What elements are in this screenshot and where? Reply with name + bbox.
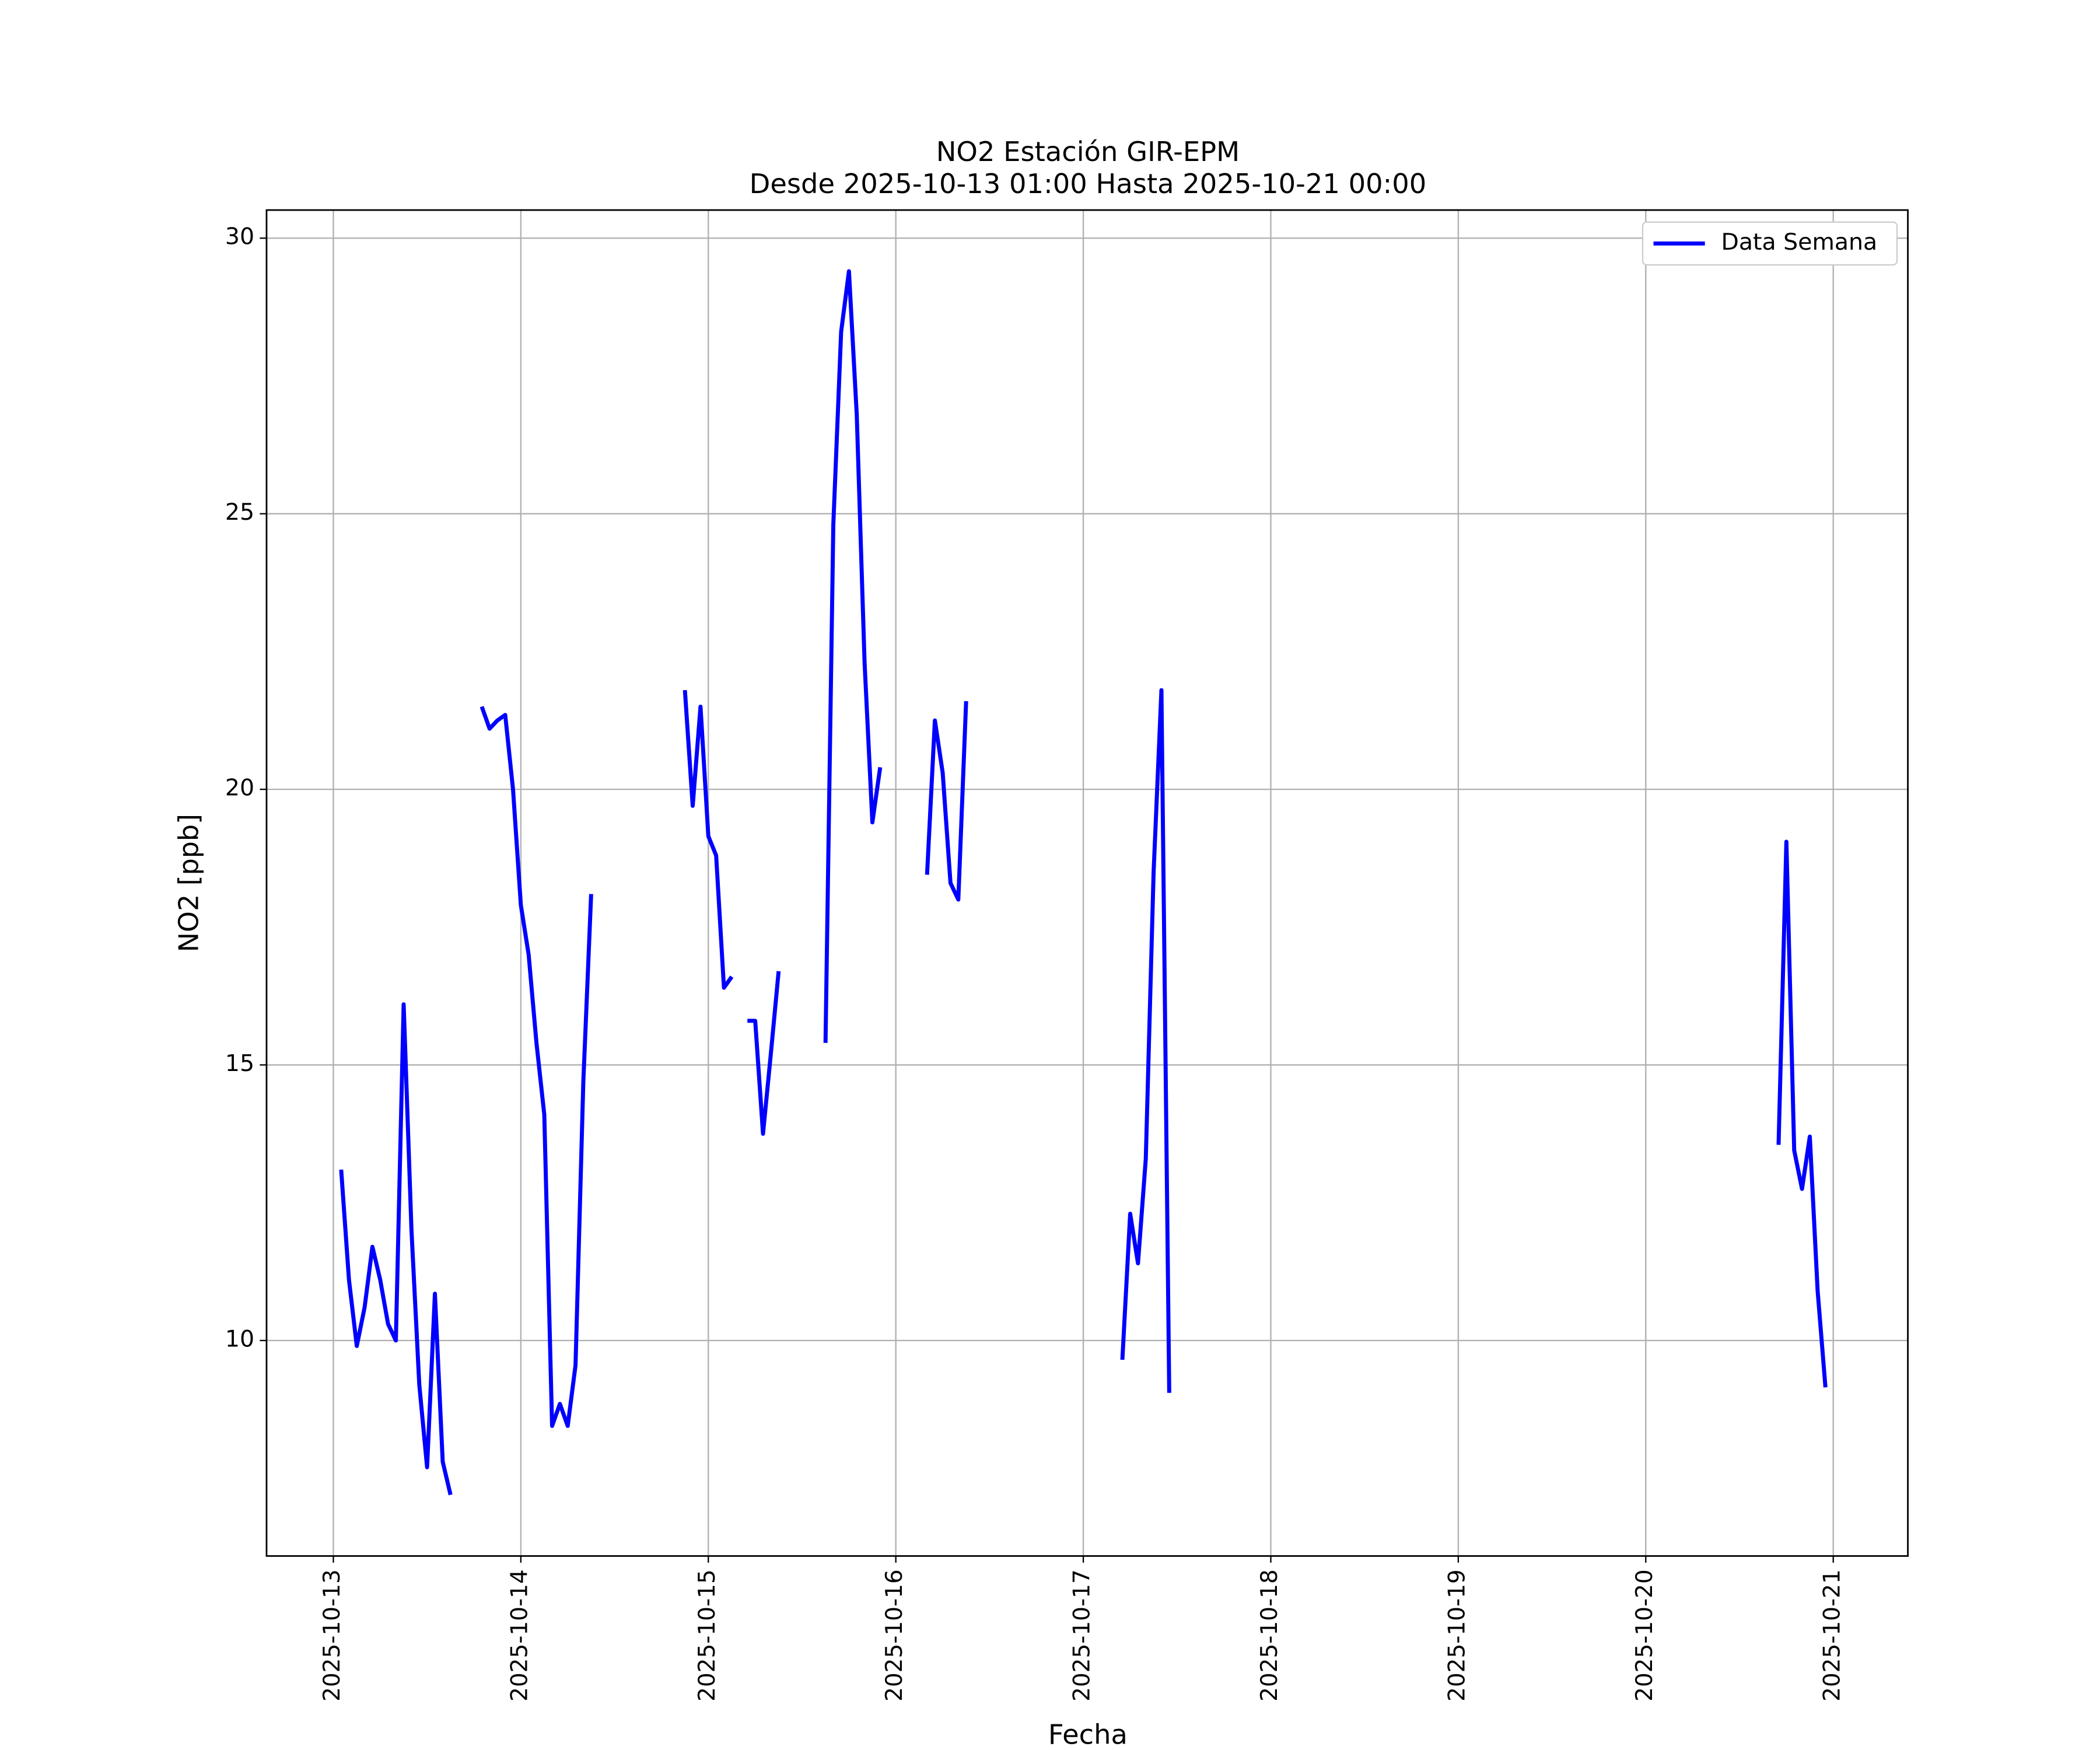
x-tick-label: 2025-10-14	[506, 1569, 533, 1702]
x-axis-label: Fecha	[1048, 1719, 1128, 1750]
y-tick-label: 25	[225, 499, 254, 526]
y-tick-label: 20	[225, 775, 254, 802]
y-axis-label: NO2 [ppb]	[173, 814, 204, 952]
x-tick-label: 2025-10-13	[319, 1569, 345, 1702]
y-tick-label: 10	[225, 1326, 254, 1353]
data-line	[339, 269, 1828, 1496]
x-tick-label: 2025-10-21	[1819, 1569, 1845, 1702]
chart-title: NO2 Estación GIR-EPM	[936, 136, 1240, 167]
x-tick-label: 2025-10-20	[1632, 1569, 1658, 1702]
legend-box	[1642, 221, 1898, 266]
x-tick-label: 2025-10-18	[1256, 1569, 1283, 1702]
x-tick-label: 2025-10-17	[1069, 1569, 1095, 1702]
x-tick-label: 2025-10-16	[881, 1569, 908, 1702]
chart-subtitle: Desde 2025-10-13 01:00 Hasta 2025-10-21 …	[750, 168, 1427, 200]
plot-frame	[265, 209, 1909, 1557]
y-tick-label: 30	[225, 224, 254, 250]
y-tick-label: 15	[225, 1051, 254, 1077]
x-tick-label: 2025-10-19	[1444, 1569, 1470, 1702]
legend-label: Data Semana	[1721, 229, 1878, 256]
x-tick-label: 2025-10-15	[694, 1569, 720, 1702]
